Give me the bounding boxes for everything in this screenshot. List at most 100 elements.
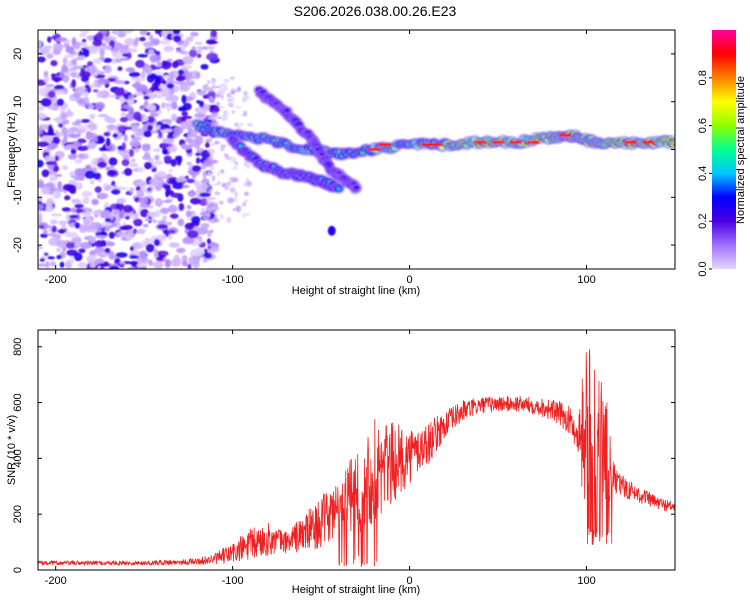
spectrogram-blob [127, 266, 137, 269]
spectrogram-blob [62, 74, 70, 83]
spectrogram-y-ticks: -20 -10 0 10 20 [12, 48, 675, 253]
spectrogram-blob [244, 191, 250, 196]
spectrogram-blob [71, 58, 77, 65]
spectrogram-blob [56, 98, 65, 107]
spectrogram-blob [145, 66, 153, 75]
spectrogram-blob [55, 89, 66, 95]
spectrogram-blob [70, 147, 77, 155]
spectrogram-blob [51, 136, 61, 145]
spectrogram-blob [95, 101, 106, 110]
spectrogram-blob [112, 30, 121, 35]
spectrogram-blob [97, 78, 110, 85]
spectrogram-peak [509, 140, 522, 144]
spectrogram-blob [96, 192, 109, 200]
spectrogram-blob [196, 53, 202, 59]
spectrogram-blob [152, 219, 158, 224]
spectrogram-blob [75, 97, 81, 103]
figure-title: S206.2026.038.00.26.E23 [294, 3, 457, 19]
spectrogram-blob [169, 213, 179, 219]
spectrogram-blob [169, 204, 176, 213]
spectrogram-blob [123, 134, 128, 142]
spectrogram-blob [147, 124, 153, 132]
spectrogram-blob [106, 77, 117, 82]
spectrogram-blob [82, 97, 90, 104]
spectrogram-blob [166, 83, 175, 89]
spectrogram-blob [105, 224, 111, 232]
spectrogram-blob [181, 111, 188, 117]
spectrogram-blob [161, 30, 167, 37]
spectrogram-blob [83, 90, 89, 98]
spectrogram-blob [64, 231, 71, 236]
spectrogram-blob [157, 224, 169, 229]
spectrogram-blob [225, 156, 232, 160]
spectrogram-blob [205, 200, 212, 204]
spectrogram-blob [145, 243, 155, 253]
snr-y-tick-label: 800 [12, 338, 24, 356]
spectrogram-blob [153, 238, 161, 247]
spectrogram-blob [119, 45, 129, 54]
spectrogram-blob [84, 170, 96, 179]
spectrogram-blob [121, 30, 134, 34]
spectrogram-blob [100, 209, 111, 219]
spectrogram-blob [182, 82, 191, 91]
spectrogram-blob [127, 48, 138, 53]
spectrogram-blob [45, 204, 54, 213]
spectrogram-blob [132, 168, 139, 172]
spectrogram-blob [135, 128, 145, 136]
spectrogram-blob [143, 95, 150, 100]
spectrogram-blob [180, 118, 187, 122]
spectrogram-blob [168, 168, 173, 173]
spectrogram-blob [207, 171, 213, 177]
spectrogram-blob [234, 105, 242, 109]
spectrogram-blob [132, 83, 143, 87]
spectrogram-blob [218, 88, 226, 95]
spectrogram-blob [140, 70, 146, 79]
spectrogram-blob [211, 78, 216, 82]
spectrogram-blob [50, 60, 58, 67]
spectrogram-blob [103, 131, 111, 137]
spectrogram-blob [354, 185, 359, 190]
spectrogram-blob [55, 247, 62, 253]
spectrogram-blob [167, 234, 173, 240]
spectrogram-blob [122, 104, 131, 109]
spectrogram-blob [154, 30, 160, 35]
spectrogram-blob [77, 261, 88, 269]
spectrogram-blob [230, 156, 237, 163]
spectrogram-blob [191, 165, 202, 172]
spectrogram-blob [171, 61, 179, 69]
spectrogram-blob [68, 128, 80, 133]
spectrogram-peak [527, 140, 540, 144]
spectrogram-blob [196, 90, 207, 96]
colorbar-tick-label: 0.2 [697, 214, 709, 229]
spectrogram-blob [135, 59, 145, 68]
spectrogram-blob [93, 89, 99, 93]
spectrogram-blob [51, 76, 63, 82]
spectrogram-blob [51, 225, 57, 233]
spectrogram-blob [214, 140, 220, 145]
spectrogram-blob [181, 144, 193, 150]
spectrogram-blob [43, 85, 52, 92]
spectrogram-blob [62, 165, 69, 170]
spectrogram-blob [124, 37, 136, 46]
spectrogram-blob [207, 188, 214, 192]
spectrogram-blob [155, 160, 163, 165]
spectrogram-peak [642, 140, 655, 144]
colorbar-tick-label: 0.6 [697, 118, 709, 133]
spectrogram-blob [229, 96, 235, 102]
spectrogram-blob [71, 198, 81, 203]
spectrogram-blob [137, 54, 149, 58]
spectrogram-blob [122, 204, 134, 213]
spectrogram-blob [40, 186, 51, 195]
snr-x-tick-label: -100 [222, 575, 244, 587]
spectrogram-blob [176, 247, 186, 254]
spectrogram-blob [97, 161, 107, 169]
spectrogram-blob [200, 207, 207, 212]
spectrogram-blob [116, 231, 127, 237]
spectrogram-blob [172, 182, 184, 190]
spectrogram-y-tick-label: 20 [12, 48, 24, 60]
spectrogram-blob [143, 130, 152, 138]
spectrogram-blob [129, 122, 139, 132]
spectrogram-blob [188, 49, 198, 58]
spectrogram-blob [92, 58, 104, 64]
